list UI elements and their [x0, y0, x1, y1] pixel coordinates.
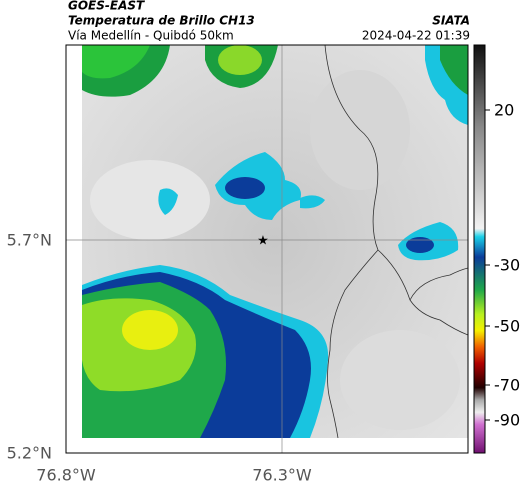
lon-tick-label: 76.8°W — [36, 466, 96, 485]
colorbar-tick-label: -70 — [494, 376, 520, 395]
colorbar-tick-label: -30 — [494, 256, 520, 275]
lat-tick-label: 5.2°N — [7, 444, 52, 463]
agency: SIATA — [432, 14, 470, 28]
lat-tick-label: 5.7°N — [7, 231, 52, 250]
satellite-image — [82, 45, 468, 438]
datetime: 2024-04-22 01:39 — [362, 29, 470, 43]
source: GOES-EAST — [68, 0, 145, 13]
title: Temperatura de Brillo CH13 — [68, 14, 255, 28]
colorbar-tick-label: 20 — [494, 101, 514, 120]
route: Vía Medellín - Quibdó 50km — [68, 29, 234, 43]
colorbar — [473, 44, 486, 454]
lon-tick-label: 76.3°W — [252, 466, 312, 485]
colorbar-tick-label: -50 — [494, 317, 520, 336]
location-star: ★ — [257, 234, 269, 249]
colorbar-tick-label: -90 — [494, 411, 520, 430]
map-frame — [65, 44, 469, 454]
